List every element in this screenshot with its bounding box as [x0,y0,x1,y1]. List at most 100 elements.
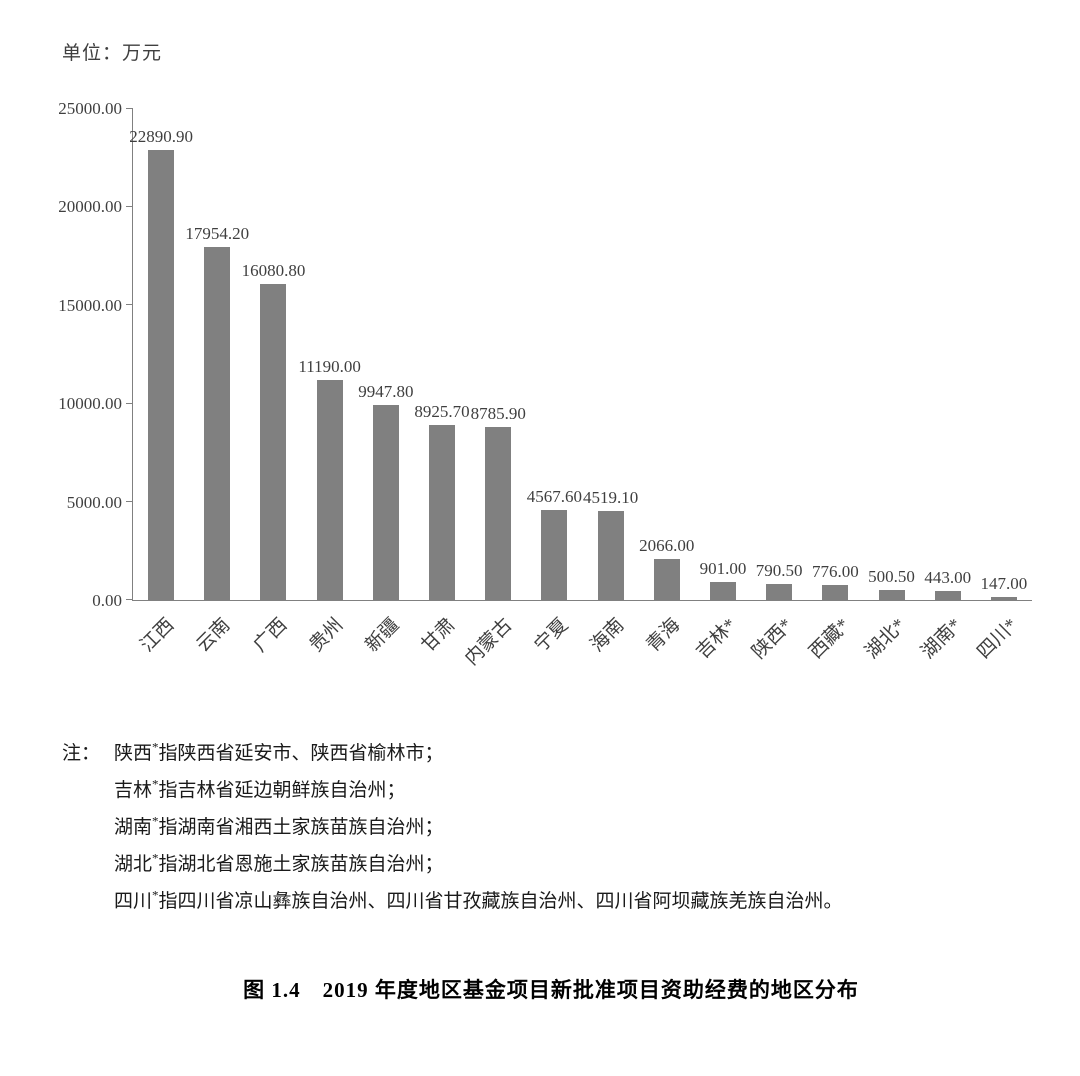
bar-column: 4519.10 [583,109,639,600]
bar-value-label: 147.00 [980,574,1028,594]
note-asterisk: * [152,739,159,755]
bar-value-label: 22890.90 [129,127,193,147]
bar [709,582,736,600]
x-axis-cell: 内蒙古 [461,601,526,699]
bar-value-label: 901.00 [699,559,747,579]
bar-value-label: 11190.00 [298,357,361,377]
bar-value-label: 500.50 [868,567,915,587]
bar-value-label: 4567.60 [526,487,583,507]
y-tick-mark [126,304,133,306]
bar-column: 8925.70 [414,109,470,600]
x-axis-label: 甘肃 [418,614,460,657]
note-text: 指湖北省恩施土家族苗族自治州； [158,854,444,875]
bar-value-label: 8925.70 [414,401,470,421]
y-tick-mark [126,108,133,109]
note-region: 湖北 [114,854,153,875]
note-region: 陕西 [114,743,153,764]
note-text: 指四川省凉山彝族自治州、四川省甘孜藏族自治州、四川省阿坝藏族羌族自治州。 [158,891,843,912]
notes-list: 注： 陕西*指陕西省延安市、陕西省榆林市； 吉林*指吉林省延边朝鲜族自治州； 湖南*指… [62,735,1042,920]
note-text: 指陕西省延安市、陕西省榆林市； [158,743,444,764]
y-tick-label: 10000.00 [58,394,122,414]
figure-caption: 图 1.4 2019 年度地区基金项目新批准项目资助经费的地区分布 [243,978,859,1002]
bar-value-label: 776.00 [811,561,859,581]
note-asterisk: * [152,887,159,903]
x-axis-cell: 四川* [974,601,1032,699]
bar-column: 16080.80 [242,109,305,600]
bar-column: 776.00 [807,109,863,600]
x-axis-label: 云南 [193,614,235,657]
bar-value-label: 443.00 [924,568,972,588]
bar [316,380,343,600]
bar [148,150,175,600]
bar [822,584,849,600]
bar-column: 9947.80 [358,109,414,600]
bar-column: 790.50 [751,109,807,600]
y-tick-mark [126,402,133,404]
bar [766,584,793,600]
note-line: 四川*指四川省凉山彝族自治州、四川省甘孜藏族自治州、四川省阿坝藏族羌族自治州。 [62,883,1042,920]
bar-value-label: 2066.00 [639,536,695,556]
x-axis-cell: 广西 [245,601,301,699]
notes: 注： 陕西*指陕西省延安市、陕西省榆林市； 吉林*指吉林省延边朝鲜族自治州； 湖南*指… [62,735,1042,920]
note-asterisk: * [152,850,159,866]
bar-column: 2066.00 [639,109,695,600]
y-tick-mark [126,500,133,502]
y-tick-mark [126,599,133,600]
bar-value-label: 4519.10 [582,488,639,508]
note-asterisk: * [152,776,159,792]
x-axis-cell: 湖北* [861,601,919,699]
bar [372,404,399,600]
x-axis-cell: 湖南* [918,601,976,699]
bar [878,590,905,600]
bar [260,284,287,600]
x-axis-label: 四川* [973,614,1023,663]
bar-column: 443.00 [920,109,976,600]
bar-column: 17954.20 [185,109,249,600]
bar-column: 11190.00 [298,109,361,600]
note-line: 湖南*指湖南省湘西土家族苗族自治州； [62,809,1042,846]
bar-column: 22890.90 [129,109,193,600]
x-axis-label: 海南 [586,614,629,657]
bar-column: 500.50 [863,109,919,600]
bar [653,559,680,600]
x-axis-label: 贵州 [305,614,348,657]
note-region: 吉林 [114,780,153,801]
x-axis-label: 西藏* [805,614,854,663]
bar-value-label: 16080.80 [241,261,306,281]
note-prefix: 注： [62,743,101,764]
x-axis-cell: 贵州 [301,601,357,699]
x-axis-label: 青海 [643,614,685,657]
y-tick-label: 15000.00 [58,295,122,315]
bar-value-label: 17954.20 [185,224,250,244]
x-axis-cell: 陕西* [749,601,807,699]
x-axis-label: 吉林* [692,614,742,663]
note-asterisk: * [152,813,159,829]
x-axis-label: 宁夏 [530,614,573,657]
note-line: 湖北*指湖北省恩施土家族苗族自治州； [62,846,1042,883]
bar [485,427,512,600]
bar-value-label: 8785.90 [470,404,526,424]
bar [541,510,568,600]
x-axis-cell: 吉林* [693,601,751,699]
bar-column: 4567.60 [526,109,582,600]
note-region: 湖南 [114,817,153,838]
plot-area: 22890.90 17954.20 16080.80 11190.00 9947.80 8… [126,108,1032,601]
x-axis-label: 陕西* [748,614,798,663]
bar-column: 8785.90 [470,109,526,600]
bars: 22890.90 17954.20 16080.80 11190.00 9947.80 8… [129,109,1032,600]
x-axis-cell: 宁夏 [526,601,582,699]
x-axis-cell: 海南 [582,601,638,699]
x-axis: 江西 云南 广西 贵州 新疆 甘肃 内蒙古 宁夏 海南 青海 吉林* 陕西* 西藏* 湖北* 湖南* 四川* [132,601,1032,699]
note-region: 四川 [114,891,153,912]
x-axis-cell: 云南 [188,601,244,699]
bar [990,597,1017,600]
x-axis-label: 湖南* [917,614,967,663]
x-axis-cell: 西藏* [805,601,863,699]
x-axis-label: 广西 [249,614,292,657]
y-axis: 0.00 5000.00 10000.00 15000.00 20000.00 25000… [58,99,132,610]
y-tick-label: 20000.00 [58,197,122,217]
y-tick-label: 5000.00 [66,492,122,512]
x-axis-label: 湖北* [861,614,910,663]
bar [204,247,231,600]
